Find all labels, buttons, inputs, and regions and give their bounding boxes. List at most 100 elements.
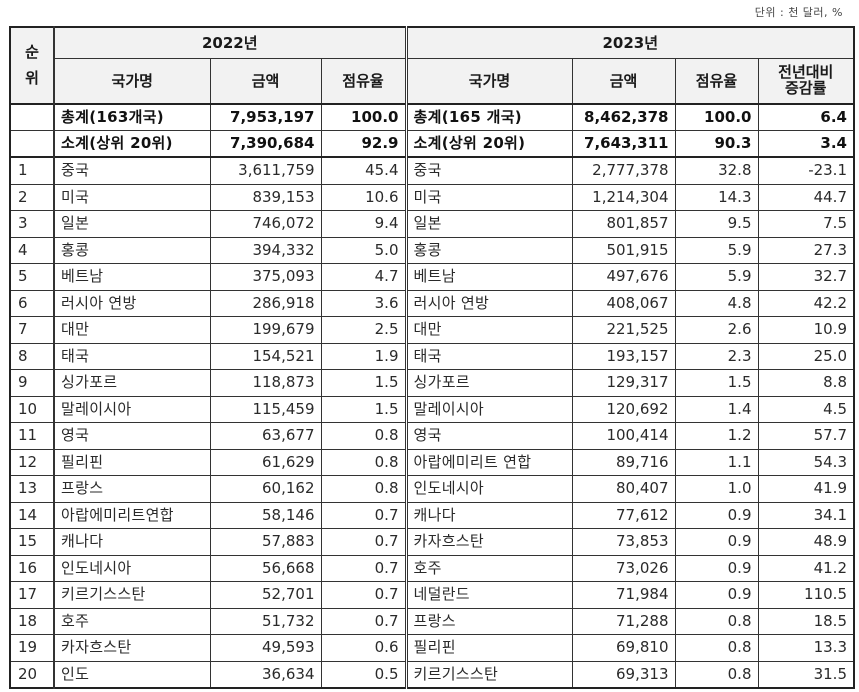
share-2022: 2.5 <box>320 316 407 344</box>
share-2022: 1.5 <box>320 369 407 397</box>
rank-cell: 13 <box>9 475 55 503</box>
amount-2023: 73,026 <box>571 554 676 582</box>
share-2023: 0.9 <box>674 581 759 609</box>
country-2022: 캐나다 <box>53 528 211 556</box>
country-2022: 키르기스스탄 <box>53 581 211 609</box>
rank-cell: 15 <box>9 528 55 556</box>
rank-cell: 7 <box>9 316 55 344</box>
amount-header-2023: 금액 <box>571 58 676 105</box>
table-row: 6 러시아 연방 286,918 3.6 러시아 연방 408,067 4.8 … <box>9 289 855 317</box>
amount-2023: 71,984 <box>571 581 676 609</box>
rank-cell: 19 <box>9 634 55 662</box>
share-2023: 32.8 <box>674 156 759 185</box>
share-2022: 9.4 <box>320 210 407 238</box>
change-2023: 32.7 <box>757 263 855 291</box>
share-2022: 5.0 <box>320 236 407 264</box>
share-2022: 100.0 <box>320 103 407 131</box>
rank-cell: 8 <box>9 342 55 370</box>
rank-cell: 5 <box>9 263 55 291</box>
table-row: 17 키르기스스탄 52,701 0.7 네덜란드 71,984 0.9 110… <box>9 581 855 609</box>
share-2023: 14.3 <box>674 183 759 211</box>
table-row: 19 카자흐스탄 49,593 0.6 필리핀 69,810 0.8 13.3 <box>9 634 855 662</box>
rank-cell: 17 <box>9 581 55 609</box>
share-header-2022: 점유율 <box>320 58 407 105</box>
change-2023: 41.9 <box>757 475 855 503</box>
amount-2022: 3,611,759 <box>209 156 322 185</box>
subtotal-row: 소계(상위 20위) 7,390,684 92.9 소계(상위 20위) 7,6… <box>9 130 855 158</box>
country-2023: 러시아 연방 <box>404 289 573 317</box>
change-2023: 8.8 <box>757 369 855 397</box>
table-row: 20 인도 36,634 0.5 키르기스스탄 69,313 0.8 31.5 <box>9 660 855 689</box>
share-2023: 5.9 <box>674 236 759 264</box>
table-row: 12 필리핀 61,629 0.8 아랍에미리트 연합 89,716 1.1 5… <box>9 448 855 476</box>
amount-2022: 746,072 <box>209 210 322 238</box>
amount-2022: 154,521 <box>209 342 322 370</box>
change-header-2023: 전년대비 증감률 <box>757 58 855 105</box>
amount-2023: 77,612 <box>571 501 676 529</box>
share-2023: 5.9 <box>674 263 759 291</box>
country-2023: 홍콩 <box>404 236 573 264</box>
amount-2022: 394,332 <box>209 236 322 264</box>
share-2022: 0.8 <box>320 475 407 503</box>
rank-cell: 2 <box>9 183 55 211</box>
table-row: 2 미국 839,153 10.6 미국 1,214,304 14.3 44.7 <box>9 183 855 211</box>
share-2023: 0.8 <box>674 660 759 689</box>
country-2022: 소계(상위 20위) <box>53 130 211 158</box>
year-2022-header: 2022년 <box>53 26 407 59</box>
country-2023: 말레이시아 <box>404 395 573 423</box>
rank-cell: 12 <box>9 448 55 476</box>
amount-2022: 61,629 <box>209 448 322 476</box>
amount-header-2022: 금액 <box>209 58 322 105</box>
country-header-2023: 국가명 <box>404 58 573 105</box>
country-2023: 소계(상위 20위) <box>404 130 573 158</box>
share-2022: 0.7 <box>320 607 407 635</box>
amount-2023: 8,462,378 <box>571 103 676 131</box>
amount-2023: 408,067 <box>571 289 676 317</box>
year-2023-header: 2023년 <box>404 26 855 59</box>
amount-2022: 115,459 <box>209 395 322 423</box>
country-2023: 싱가포르 <box>404 369 573 397</box>
rank-cell: 6 <box>9 289 55 317</box>
country-2022: 말레이시아 <box>53 395 211 423</box>
change-2023: 18.5 <box>757 607 855 635</box>
change-2023: 3.4 <box>757 130 855 158</box>
amount-2022: 52,701 <box>209 581 322 609</box>
change-header-line1: 전년대비 <box>778 63 834 82</box>
country-2022: 홍콩 <box>53 236 211 264</box>
country-2023: 태국 <box>404 342 573 370</box>
country-2022: 인도 <box>53 660 211 689</box>
change-2023: 4.5 <box>757 395 855 423</box>
share-2023: 4.8 <box>674 289 759 317</box>
change-2023: 25.0 <box>757 342 855 370</box>
table-row: 7 대만 199,679 2.5 대만 221,525 2.6 10.9 <box>9 316 855 344</box>
share-2023: 1.0 <box>674 475 759 503</box>
amount-2023: 120,692 <box>571 395 676 423</box>
amount-2023: 71,288 <box>571 607 676 635</box>
amount-2023: 221,525 <box>571 316 676 344</box>
country-2023: 중국 <box>404 156 573 185</box>
table-row: 15 캐나다 57,883 0.7 카자흐스탄 73,853 0.9 48.9 <box>9 528 855 556</box>
rank-cell <box>9 103 55 131</box>
country-2023: 프랑스 <box>404 607 573 635</box>
country-2023: 캐나다 <box>404 501 573 529</box>
rank-cell: 10 <box>9 395 55 423</box>
change-2023: 48.9 <box>757 528 855 556</box>
amount-2022: 118,873 <box>209 369 322 397</box>
amount-2023: 80,407 <box>571 475 676 503</box>
table-row: 13 프랑스 60,162 0.8 인도네시아 80,407 1.0 41.9 <box>9 475 855 503</box>
country-2022: 아랍에미리트연합 <box>53 501 211 529</box>
share-2022: 3.6 <box>320 289 407 317</box>
share-2022: 0.7 <box>320 554 407 582</box>
country-2022: 러시아 연방 <box>53 289 211 317</box>
table-row: 3 일본 746,072 9.4 일본 801,857 9.5 7.5 <box>9 210 855 238</box>
country-2022: 중국 <box>53 156 211 185</box>
share-2023: 0.8 <box>674 634 759 662</box>
share-2023: 0.9 <box>674 554 759 582</box>
share-2022: 92.9 <box>320 130 407 158</box>
amount-2022: 58,146 <box>209 501 322 529</box>
amount-2022: 57,883 <box>209 528 322 556</box>
share-2022: 0.8 <box>320 422 407 450</box>
amount-2022: 839,153 <box>209 183 322 211</box>
amount-2022: 7,390,684 <box>209 130 322 158</box>
country-2022: 인도네시아 <box>53 554 211 582</box>
